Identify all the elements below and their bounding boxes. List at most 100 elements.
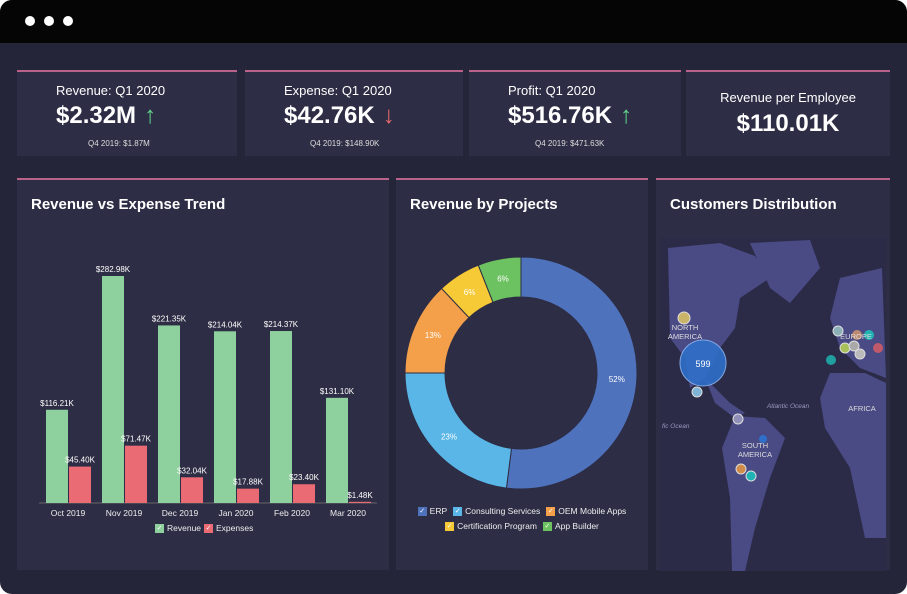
- map-cluster-marker: [679, 339, 727, 387]
- donut-slice: [477, 256, 522, 303]
- window-dot-icon[interactable]: [44, 16, 54, 26]
- map-label: fic Ocean: [662, 423, 690, 430]
- map-label: EUROPE: [840, 332, 872, 341]
- kpi-previous: Q4 2019: $148.90K: [310, 139, 380, 148]
- window-titlebar: [0, 0, 907, 43]
- legend-item[interactable]: ✓ Certification Program: [445, 521, 537, 531]
- kpi-title: Revenue: Q1 2020: [56, 83, 166, 98]
- bar-revenue: [270, 331, 292, 503]
- kpi-previous: Q4 2019: $1.87M: [88, 139, 150, 148]
- legend-revenue[interactable]: ✓ Revenue: [155, 523, 201, 533]
- bar-revenue: [158, 325, 180, 503]
- map-marker: [735, 463, 747, 475]
- slice-label: 52%: [609, 375, 625, 384]
- panel-revenue-by-projects: Revenue by Projects 52% 23% 13% 6% 6% ✓ ERP ✓ C…: [396, 178, 648, 570]
- donut-chart: 52% 23% 13% 6% 6%: [404, 256, 638, 490]
- slice-label: 13%: [425, 331, 441, 340]
- kpi-profit[interactable]: Profit: Q1 2020 $516.76K ↑ Q4 2019: $471…: [469, 70, 681, 156]
- slice-label: 23%: [441, 432, 457, 441]
- panel-revenue-expense-trend: Revenue vs Expense Trend $116.21K $45.40K…: [17, 178, 389, 570]
- map-marker: [839, 342, 851, 354]
- legend-label: App Builder: [554, 521, 599, 531]
- window-dot-icon[interactable]: [63, 16, 73, 26]
- panel-title: Customers Distribution: [670, 196, 837, 213]
- kpi-value-row: $110.01K: [686, 110, 890, 138]
- data-label: $282.98K: [96, 265, 131, 274]
- central-america-shape: [705, 378, 745, 418]
- data-label: $32.04K: [177, 466, 207, 475]
- kpi-title: Expense: Q1 2020: [284, 83, 392, 98]
- kpi-value-row: $2.32M ↑: [56, 102, 156, 130]
- x-tick-label: Feb 2020: [274, 508, 310, 518]
- legend-label: OEM Mobile Apps: [558, 506, 627, 516]
- legend-item[interactable]: ✓ ERP: [417, 506, 448, 516]
- donut-legend: ✓ ERP ✓ Consulting Services ✓ OEM Mobile Apps…: [404, 506, 640, 531]
- legend-expenses[interactable]: ✓ Expenses: [204, 523, 253, 533]
- data-label: $23.40K: [289, 473, 319, 482]
- checkbox-icon: ✓: [417, 506, 427, 516]
- arrow-down-icon: ↓: [382, 102, 395, 129]
- bar-expenses: [69, 466, 91, 503]
- map-marker: [852, 330, 862, 340]
- kpi-value-row: $42.76K ↓: [284, 102, 395, 130]
- bar-expenses: [237, 488, 259, 503]
- checkbox-icon: ✓: [445, 521, 455, 531]
- bar-chart: $116.21K $45.40K Oct 2019 $282.98K $71.47K No…: [39, 265, 377, 518]
- kpi-revenue-per-employee[interactable]: Revenue per Employee $110.01K: [686, 70, 890, 156]
- x-tick-label: Oct 2019: [51, 508, 86, 518]
- data-label: $116.21K: [40, 399, 74, 408]
- x-tick-label: Jan 2020: [219, 508, 254, 518]
- map-marker: [873, 343, 883, 353]
- map-marker: [864, 330, 874, 340]
- kpi-revenue[interactable]: Revenue: Q1 2020 $2.32M ↑ Q4 2019: $1.87…: [17, 70, 237, 156]
- map-marker: [732, 413, 744, 425]
- arrow-up-icon: ↑: [620, 102, 633, 129]
- legend-label: Expenses: [216, 523, 254, 533]
- data-label: $17.88K: [233, 478, 263, 487]
- map-label-north-america: NORTH AMERICA: [667, 323, 703, 341]
- legend-item[interactable]: ✓ Consulting Services: [453, 506, 540, 516]
- kpi-expense[interactable]: Expense: Q1 2020 $42.76K ↓ Q4 2019: $148…: [245, 70, 463, 156]
- legend-item[interactable]: ✓ App Builder: [542, 521, 599, 531]
- slice-label: 6%: [497, 275, 509, 284]
- bar-revenue: [46, 409, 68, 503]
- data-label: $214.04K: [208, 320, 243, 329]
- data-label: $131.10K: [320, 387, 355, 396]
- kpi-value: $516.76K: [508, 102, 613, 129]
- donut-slice: [404, 372, 513, 489]
- data-label: $221.35K: [152, 314, 187, 323]
- world-map[interactable]: 599 EUROPE AFRICA Atlantic Ocean fic Oce…: [660, 238, 886, 571]
- greenland-shape: [750, 240, 820, 303]
- south-america-shape: [722, 416, 785, 571]
- kpi-value-row: $516.76K ↑: [508, 102, 632, 130]
- map-marker: [826, 355, 836, 365]
- x-tick-label: Mar 2020: [330, 508, 366, 518]
- donut-slice: [505, 256, 638, 490]
- panel-title: Revenue by Projects: [410, 196, 558, 213]
- window-dot-icon[interactable]: [25, 16, 35, 26]
- panel-customers-distribution: Customers Distribution 599 EUROPE AFRICA…: [656, 178, 890, 571]
- data-label: $45.40K: [65, 456, 95, 465]
- cluster-count: 599: [695, 359, 710, 369]
- legend-label: Consulting Services: [465, 506, 541, 516]
- checkbox-icon: ✓: [542, 521, 552, 531]
- bar-expenses: [181, 477, 203, 503]
- checkbox-icon: ✓: [453, 506, 463, 516]
- map-marker: [759, 435, 767, 443]
- data-label: $71.47K: [121, 435, 151, 444]
- map-marker: [832, 325, 844, 337]
- bar-expenses: [125, 445, 147, 503]
- map-label: AFRICA: [848, 404, 876, 413]
- x-tick-label: Dec 2019: [162, 508, 199, 518]
- bar-expenses: [293, 484, 315, 503]
- legend-item[interactable]: ✓ OEM Mobile Apps: [546, 506, 626, 516]
- legend-label: Revenue: [167, 523, 202, 533]
- kpi-value: $2.32M: [56, 102, 137, 129]
- data-label: $214.37K: [264, 320, 299, 329]
- kpi-value: $110.01K: [736, 110, 840, 137]
- kpi-title: Revenue per Employee: [720, 90, 856, 105]
- map-label-south-america: SOUTH AMERICA: [737, 441, 773, 459]
- legend-label: ERP: [429, 506, 448, 516]
- map-marker: [691, 386, 703, 398]
